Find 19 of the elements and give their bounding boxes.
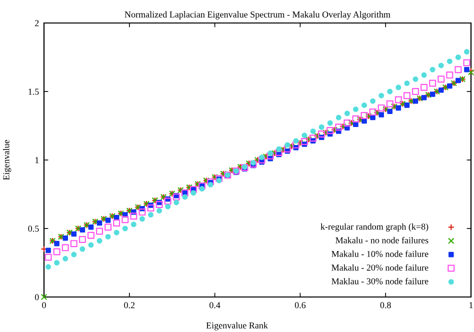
legend-label: Makalu - 10% node failure [332, 250, 428, 258]
chart-title: Normalized Laplacian Eigenvalue Spectrum - Makalu Overlay Algorithm [124, 11, 390, 20]
legend-label: k-regular random graph (k=8) [320, 223, 428, 232]
x-axis-title: Eigenvalue Rank [206, 322, 268, 330]
y-axis-title: Eigenvalue [2, 140, 12, 180]
x-tick-label: 0.8 [380, 302, 391, 308]
x-tick-label: 0.6 [294, 302, 306, 308]
x-tick-label: 0.2 [124, 302, 135, 308]
y-tick-label: 2 [35, 20, 39, 26]
legend-label: Makalu - no node failures [336, 236, 428, 244]
x-tick-label: 0 [42, 302, 46, 308]
x-tick-label: 0.4 [210, 302, 220, 308]
y-tick-label: 1.5 [28, 88, 39, 95]
y-tick-label: 0 [34, 294, 39, 300]
y-tick-label: 1 [35, 157, 39, 164]
legend-label: Makalu - 20% node failure [332, 264, 428, 271]
legend-label: Maklau - 30% node failure [332, 278, 428, 284]
y-tick-label: 0.5 [28, 226, 39, 232]
x-tick-label: 1 [470, 302, 473, 308]
